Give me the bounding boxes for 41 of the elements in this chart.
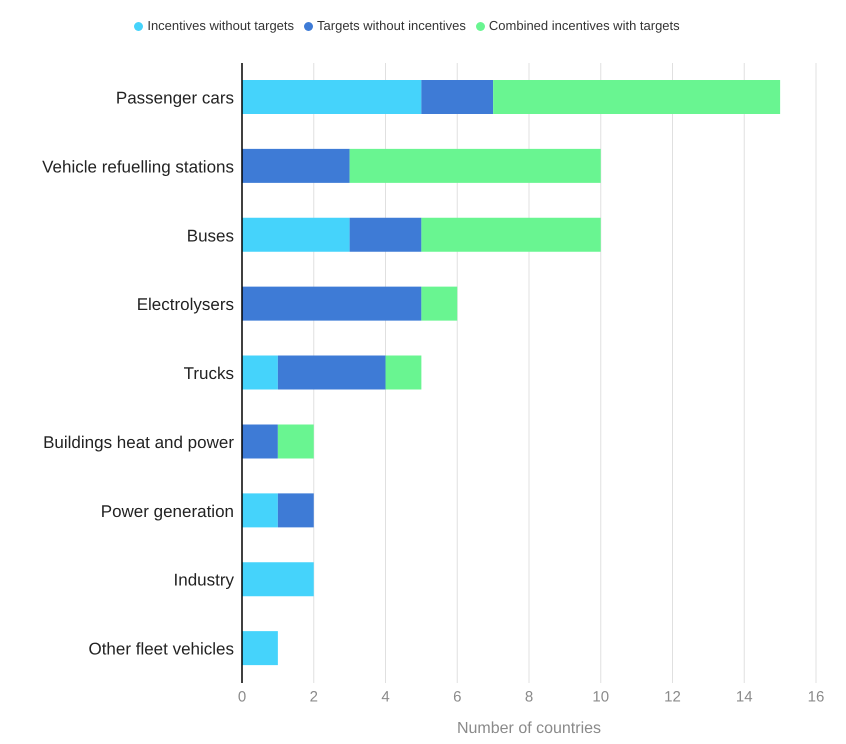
y-tick-label: Trucks <box>184 364 234 384</box>
bar <box>421 80 494 114</box>
bar <box>242 356 278 390</box>
bar <box>493 80 780 114</box>
x-tick-label: 6 <box>453 688 462 706</box>
y-tick-label: Passenger cars <box>116 88 234 108</box>
y-tick-label: Power generation <box>100 502 234 521</box>
x-tick-label: 12 <box>664 688 681 706</box>
y-tick-label: Buses <box>186 226 234 246</box>
bar <box>421 218 601 252</box>
bar <box>278 356 386 390</box>
bar <box>242 631 278 666</box>
bar <box>242 148 350 183</box>
x-tick-label: 2 <box>310 688 318 706</box>
y-tick-label: Vehicle refuelling stations <box>42 157 234 176</box>
bar <box>242 562 314 596</box>
bar <box>421 286 458 321</box>
bar <box>350 218 422 252</box>
x-tick-label: 8 <box>524 688 534 706</box>
bar <box>242 286 422 321</box>
bar <box>242 80 422 114</box>
x-tick-label: 14 <box>736 688 753 706</box>
y-tick-label: Industry <box>174 570 234 590</box>
bar <box>386 356 422 390</box>
x-axis-title: Number of countries <box>456 720 602 737</box>
x-tick-label: 0 <box>238 688 246 706</box>
y-tick-label: Electrolysers <box>136 295 234 314</box>
y-tick-label: Other fleet vehicles <box>88 640 234 659</box>
bar <box>278 493 314 528</box>
x-tick-label: 10 <box>592 688 610 706</box>
bar <box>242 218 350 252</box>
bar <box>242 493 278 528</box>
bar <box>242 424 278 458</box>
x-tick-label: 16 <box>808 688 824 706</box>
x-tick-label: 4 <box>381 688 390 706</box>
legend-label: Combined incentives with targets <box>488 18 680 33</box>
bar <box>278 424 314 458</box>
bar <box>350 148 601 183</box>
legend-label: Targets without incentives <box>317 18 466 33</box>
y-tick-label: Buildings heat and power <box>43 432 234 452</box>
legend-label: Incentives without targets <box>147 18 294 33</box>
